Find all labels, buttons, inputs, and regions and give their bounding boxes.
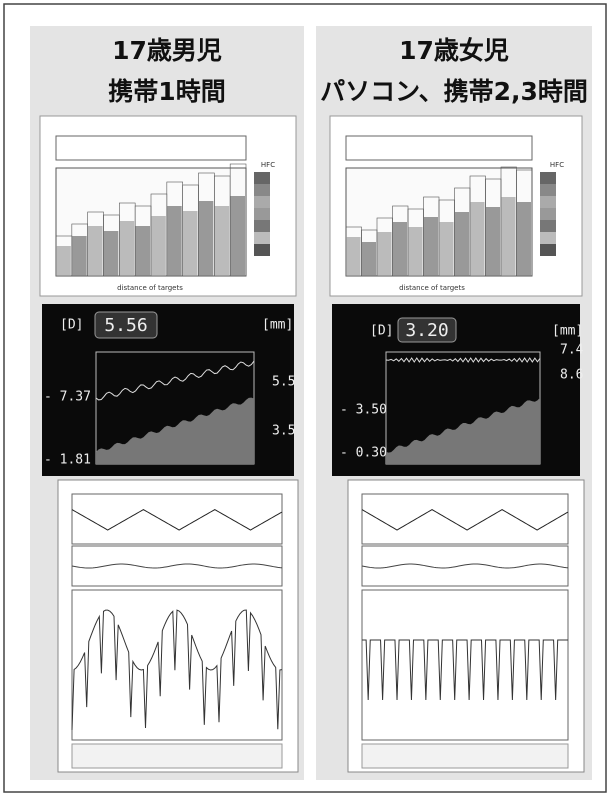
panel-title: 携帯1時間 <box>108 77 225 106</box>
reading: 3.20 <box>405 320 448 341</box>
left-label: - 3.50 <box>340 403 387 418</box>
legend-swatch <box>540 184 556 196</box>
report-bar <box>88 226 103 276</box>
report-bar <box>439 222 454 276</box>
unit: [mm] <box>262 318 293 333</box>
legend-swatch <box>254 220 270 232</box>
left-label: - 1.81 <box>44 453 91 468</box>
legend-swatch <box>254 232 270 244</box>
report-bar <box>72 236 87 276</box>
report-bar <box>230 196 245 276</box>
report-bar <box>470 202 485 276</box>
left-label: - 7.37 <box>44 390 91 405</box>
report-bar <box>393 222 408 276</box>
legend-swatch <box>254 184 270 196</box>
legend-swatch <box>540 208 556 220</box>
report-bar <box>377 232 392 276</box>
report-bar <box>214 206 229 276</box>
reading: 5.56 <box>104 315 147 336</box>
report-bar <box>424 217 439 276</box>
legend-swatch <box>254 208 270 220</box>
legend-swatch <box>540 232 556 244</box>
wave-table <box>362 744 568 768</box>
report-bar <box>199 201 214 276</box>
legend-swatch <box>254 172 270 184</box>
right-label: 8.6 <box>560 368 583 383</box>
report-bar <box>167 206 182 276</box>
report-bar <box>119 221 134 276</box>
report-bar <box>104 231 119 276</box>
report-bar <box>151 216 166 276</box>
panel-title: 17歳女児 <box>399 36 509 65</box>
unit: [mm] <box>552 324 583 339</box>
right-label: 3.5 <box>272 424 295 439</box>
report-bar <box>408 227 423 276</box>
left-label: - 0.30 <box>340 446 387 461</box>
legend-title: HFC <box>261 161 275 169</box>
report-bar <box>517 202 532 276</box>
legend-swatch <box>540 244 556 256</box>
panel-title: パソコン、携帯2,3時間 <box>320 77 588 106</box>
slide: 17歳男児 携帯1時間 17歳女児 パソコン、携帯2,3時間 distance … <box>0 0 610 796</box>
legend-swatch <box>254 244 270 256</box>
right-label: 5.5 <box>272 375 295 390</box>
report-bar <box>486 207 501 276</box>
legend-title: HFC <box>550 161 564 169</box>
wave-table <box>72 744 282 768</box>
unit: [D] <box>370 324 393 339</box>
legend-swatch <box>540 220 556 232</box>
axis-label: distance of targets <box>399 284 465 292</box>
report-bar <box>135 226 150 276</box>
unit: [D] <box>60 318 83 333</box>
report-bar <box>183 211 198 276</box>
report-bar <box>346 237 361 276</box>
report-bar <box>501 197 516 276</box>
legend-swatch <box>540 196 556 208</box>
legend-swatch <box>540 172 556 184</box>
right-label: 7.4 <box>560 343 584 358</box>
panel-title: 17歳男児 <box>112 36 222 65</box>
report-bar <box>455 212 470 276</box>
report-bar <box>362 242 377 276</box>
axis-label: distance of targets <box>117 284 183 292</box>
report-bar <box>56 246 71 276</box>
legend-swatch <box>254 196 270 208</box>
